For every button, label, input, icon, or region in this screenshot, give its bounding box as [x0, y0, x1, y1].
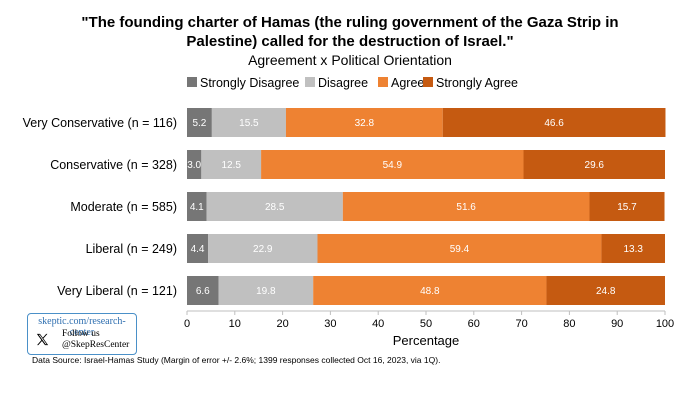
data-label: 28.5	[265, 202, 285, 213]
source-note: Data Source: Israel-Hamas Study (Margin …	[32, 355, 441, 365]
data-label: 32.8	[355, 118, 375, 129]
data-label: 15.5	[239, 118, 259, 129]
data-label: 5.2	[192, 118, 206, 129]
bar-segment-strongly-disagree	[187, 150, 202, 179]
legend-swatch-strongly-agree	[423, 77, 433, 87]
x-logo-icon	[36, 333, 49, 346]
bar-segment-agree	[342, 192, 590, 221]
x-tick-label: 60	[468, 318, 480, 330]
data-label: 48.8	[420, 286, 440, 297]
follow-text: Follow us @SkepResCenter	[62, 329, 129, 351]
bar-segment-strongly-agree	[601, 234, 665, 263]
bar-segment-agree	[317, 234, 602, 263]
chart-title-line-2: Palestine) called for the destruction of…	[186, 33, 513, 50]
x-tick-label: 50	[420, 318, 432, 330]
x-tick-label: 100	[656, 318, 674, 330]
data-label: 51.6	[456, 202, 476, 213]
data-label: 6.6	[196, 286, 210, 297]
data-label: 12.5	[221, 160, 241, 171]
x-tick-label: 90	[611, 318, 623, 330]
bar-segment-disagree	[201, 150, 262, 179]
bar-segment-strongly-disagree	[187, 234, 209, 263]
social-badge[interactable]: skeptic.com/research-center Follow us @S…	[27, 313, 137, 355]
data-label: 46.6	[544, 118, 564, 129]
category-label: Very Conservative (n = 116)	[23, 116, 177, 130]
data-label: 59.4	[450, 244, 470, 255]
bar-segment-strongly-agree	[546, 276, 665, 305]
category-label: Liberal (n = 249)	[86, 242, 177, 256]
badge-url[interactable]: skeptic.com/research-center	[38, 316, 126, 338]
data-label: 29.6	[585, 160, 605, 171]
legend-label-disagree: Disagree	[318, 76, 368, 90]
data-label: 3.0	[187, 160, 201, 171]
x-tick-label: 70	[515, 318, 527, 330]
follow-handle: @SkepResCenter	[62, 340, 130, 350]
x-axis-title: Percentage	[393, 333, 460, 348]
data-label: 4.1	[190, 202, 204, 213]
bar-segment-strongly-agree	[589, 192, 665, 221]
data-label: 13.3	[623, 244, 643, 255]
bar-segment-strongly-agree	[523, 150, 665, 179]
bar-segment-agree	[285, 108, 443, 137]
legend-swatch-strongly-disagree	[187, 77, 197, 87]
bar-segment-disagree	[218, 276, 314, 305]
category-label: Moderate (n = 585)	[70, 200, 177, 214]
x-axis: 0 10 20 30 40 50 60 70 80 90 100	[184, 310, 674, 330]
data-label: 24.8	[596, 286, 616, 297]
chart-subtitle: Agreement x Political Orientation	[248, 52, 452, 68]
bar-segment-disagree	[211, 108, 286, 137]
x-tick-label: 30	[324, 318, 336, 330]
legend-swatch-disagree	[305, 77, 315, 87]
legend: Strongly Disagree Disagree Agree Strongly A…	[187, 76, 518, 90]
follow-line-1: Follow us	[62, 329, 100, 339]
category-label: Conservative (n = 328)	[50, 158, 177, 172]
bar-segment-strongly-disagree	[187, 276, 219, 305]
x-tick-label: 10	[229, 318, 241, 330]
x-tick-label: 20	[276, 318, 288, 330]
bar-segment-disagree	[208, 234, 318, 263]
data-label: 22.9	[253, 244, 273, 255]
bar-segment-strongly-disagree	[187, 108, 212, 137]
bar-segment-strongly-disagree	[187, 192, 207, 221]
x-tick-label: 40	[372, 318, 384, 330]
legend-label-strongly-disagree: Strongly Disagree	[200, 76, 299, 90]
bar-segment-agree	[261, 150, 524, 179]
x-tick-label: 0	[184, 318, 190, 330]
data-label: 15.7	[617, 202, 637, 213]
x-tick-label: 80	[563, 318, 575, 330]
bar-segment-agree	[313, 276, 547, 305]
bar-segment-strongly-agree	[442, 108, 666, 137]
chart-title-line-1: "The founding charter of Hamas (the ruli…	[81, 14, 618, 31]
category-label: Very Liberal (n = 121)	[57, 284, 177, 298]
legend-label-agree: Agree	[391, 76, 424, 90]
data-label: 4.4	[191, 244, 205, 255]
bars-group: Very Conservative (n = 116) 5.2 15.5 32.8 46…	[23, 108, 666, 305]
legend-label-strongly-agree: Strongly Agree	[436, 76, 518, 90]
data-label: 19.8	[256, 286, 276, 297]
data-label: 54.9	[383, 160, 403, 171]
legend-swatch-agree	[378, 77, 388, 87]
bar-segment-disagree	[206, 192, 343, 221]
